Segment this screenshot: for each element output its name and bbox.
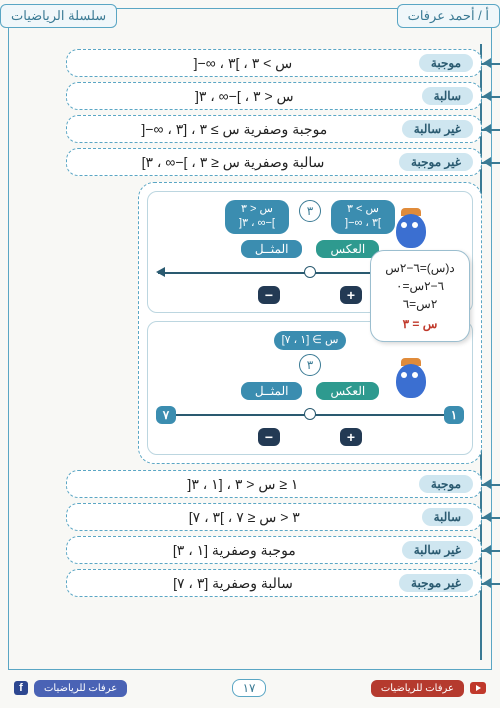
- arrow-icon: [483, 578, 491, 588]
- case-tag: سالبة: [422, 87, 473, 105]
- case-tag: غير سالبة: [402, 541, 473, 559]
- case-math: سالبة وصفرية [٣ ، ٧]: [75, 575, 391, 592]
- minus-icon: −: [258, 428, 280, 446]
- formula-card: د(س)=٦−٢س ٦−٢س=٠ ٢س=٦ س = ٣: [370, 250, 470, 342]
- case-math: موجبة وصفرية [١ ، ٣]: [75, 542, 394, 559]
- mascot-icon: [388, 356, 434, 402]
- case-row: موجبة س > ٣ ، ]٣ ، ∞−[: [66, 49, 482, 77]
- arrow-icon: [483, 545, 491, 555]
- case-math: ٣ < س ≤ ٧ ، ]٣ ، ٧]: [75, 509, 414, 526]
- endpoint-left: ٧: [156, 406, 176, 424]
- case-tag: غير موجبة: [399, 574, 473, 592]
- case-tag: غير موجبة: [399, 153, 473, 171]
- youtube-icon: [470, 682, 486, 694]
- formula-line: د(س)=٦−٢س: [377, 259, 463, 277]
- author-tab: أ / أحمد عرفات: [397, 4, 500, 28]
- content: موجبة س > ٣ ، ]٣ ، ∞−[ سالبة س < ٣ ، ]−∞…: [18, 44, 482, 660]
- arrow-icon: [483, 479, 491, 489]
- label-similar: المثــل: [241, 240, 303, 258]
- endpoint-right: ١: [444, 406, 464, 424]
- formula-line: ٢س=٦: [377, 295, 463, 313]
- plus-icon: +: [340, 286, 362, 304]
- label-opposite: العكس: [316, 240, 379, 258]
- case-math: موجبة وصفرية س ≥ ٣ ، [٣ ، ∞−[: [75, 121, 394, 138]
- case-tag: موجبة: [419, 54, 473, 72]
- arrow-icon: [483, 58, 491, 68]
- case-row: غير موجبة سالبة وصفرية [٣ ، ٧]: [66, 569, 482, 597]
- case-math: ١ ≤ س < ٣ ، [١ ، ٣[: [75, 476, 411, 493]
- case-tag: موجبة: [419, 475, 473, 493]
- case-math: س < ٣ ، ]−∞ ، ٣[: [75, 88, 414, 105]
- interval-bubble: س ∋ [١ ، ٧]: [274, 331, 347, 351]
- plus-icon: +: [340, 428, 362, 446]
- label-opposite: العكس: [316, 382, 379, 400]
- case-row: سالبة س < ٣ ، ]−∞ ، ٣[: [66, 82, 482, 110]
- brand-badge: عرفات للرياضيات: [34, 680, 127, 697]
- number-line: ١ ٧: [158, 406, 462, 424]
- brand-badge: عرفات للرياضيات: [371, 680, 464, 697]
- interval-bubble-right: س < ٣ ]−∞ ، ٣[: [225, 200, 289, 234]
- case-row: غير سالبة موجبة وصفرية س ≥ ٣ ، [٣ ، ∞−[: [66, 115, 482, 143]
- header: أ / أحمد عرفات سلسلة الرياضيات: [0, 0, 500, 36]
- formula-answer: س = ٣: [377, 315, 463, 333]
- arrow-icon: [483, 157, 491, 167]
- case-tag: سالبة: [422, 508, 473, 526]
- page-number: ١٧: [232, 679, 267, 697]
- case-row: غير سالبة موجبة وصفرية [١ ، ٣]: [66, 536, 482, 564]
- minus-icon: −: [258, 286, 280, 304]
- arrow-icon: [483, 91, 491, 101]
- center-point: ٣: [299, 200, 321, 222]
- case-tag: غير سالبة: [402, 120, 473, 138]
- case-math: س > ٣ ، ]٣ ، ∞−[: [75, 55, 411, 72]
- series-tab: سلسلة الرياضيات: [0, 4, 117, 28]
- interval-bubble-left: س > ٣ ]٣ ، ∞−[: [331, 200, 395, 234]
- center-point: ٣: [299, 354, 321, 376]
- case-row: موجبة ١ ≤ س < ٣ ، [١ ، ٣[: [66, 470, 482, 498]
- label-similar: المثــل: [241, 382, 303, 400]
- facebook-icon: f: [14, 681, 28, 695]
- case-row: غير موجبة سالبة وصفرية س ≤ ٣ ، ]−∞ ، ٣]: [66, 148, 482, 176]
- arrow-icon: [483, 124, 491, 134]
- arrow-icon: [483, 512, 491, 522]
- mascot-icon: [388, 206, 434, 252]
- case-row: سالبة ٣ < س ≤ ٧ ، ]٣ ، ٧]: [66, 503, 482, 531]
- case-math: سالبة وصفرية س ≤ ٣ ، ]−∞ ، ٣]: [75, 154, 391, 171]
- footer: عرفات للرياضيات ١٧ عرفات للرياضيات f: [0, 674, 500, 702]
- formula-line: ٦−٢س=٠: [377, 277, 463, 295]
